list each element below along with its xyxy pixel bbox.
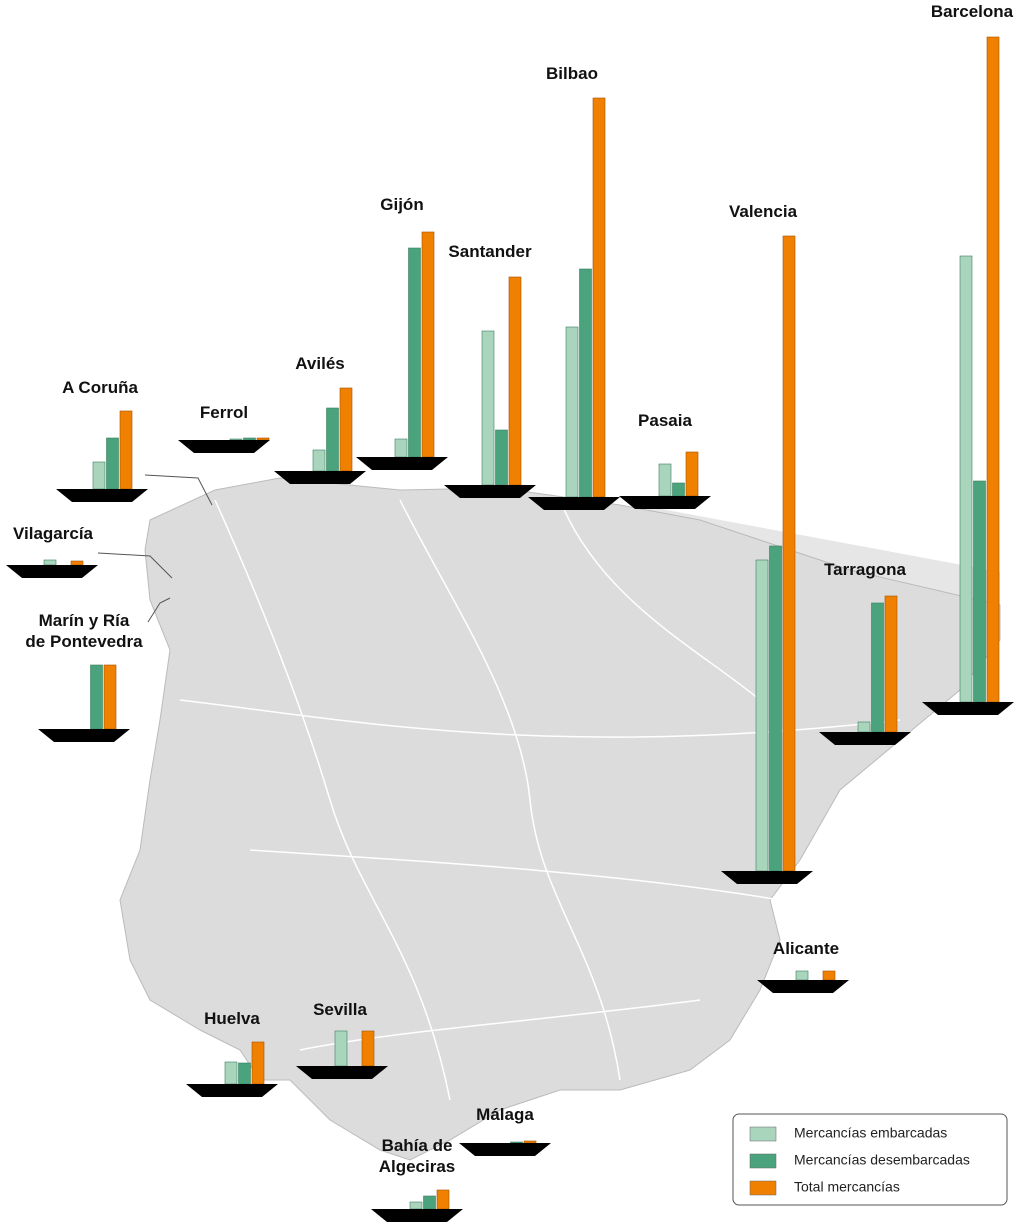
bar [884, 595, 898, 733]
bar [251, 1041, 265, 1085]
bar [508, 276, 522, 486]
port-label: de Pontevedra [25, 632, 143, 651]
bar [685, 451, 699, 497]
port-label: A Coruña [62, 378, 138, 397]
boat [757, 980, 849, 993]
bar [334, 1030, 348, 1067]
port-label: Gijón [380, 195, 423, 214]
bar [106, 437, 119, 490]
boat [178, 440, 270, 453]
port-label: Valencia [729, 202, 798, 221]
bar [769, 545, 782, 872]
bar [795, 970, 809, 981]
bar [423, 1195, 436, 1210]
port-label: Sevilla [313, 1000, 367, 1019]
boat [6, 565, 98, 578]
legend-swatch [749, 1153, 777, 1169]
bar [782, 235, 796, 872]
boat [296, 1066, 388, 1079]
port-label: Barcelona [931, 2, 1014, 21]
boat [528, 497, 620, 510]
boat [819, 732, 911, 745]
legend-label: Mercancías desembarcadas [794, 1152, 970, 1168]
legend-label: Total mercancías [794, 1179, 900, 1195]
bar [326, 407, 339, 472]
bar [565, 326, 579, 498]
port-label: Vilagarcía [13, 524, 94, 543]
bar [409, 1201, 423, 1210]
boat [56, 489, 148, 502]
legend-swatch [749, 1180, 777, 1196]
bar [495, 429, 508, 486]
bar [256, 437, 270, 441]
bar [361, 1030, 375, 1067]
port-label: Málaga [476, 1105, 534, 1124]
bar [857, 721, 871, 733]
bar [973, 480, 986, 703]
bar [394, 438, 408, 458]
bar [119, 410, 133, 490]
port-label: Huelva [204, 1009, 260, 1028]
bar [822, 970, 836, 981]
bar [224, 1061, 238, 1085]
boat [444, 485, 536, 498]
bar [523, 1140, 537, 1144]
legend-swatch [749, 1126, 777, 1142]
bar [90, 664, 103, 730]
legend-label: Mercancías embarcadas [794, 1125, 947, 1141]
leader-lines [97, 474, 213, 623]
legend-box [732, 1113, 1008, 1206]
boat [922, 702, 1014, 715]
boat [371, 1209, 463, 1222]
bar [592, 97, 606, 498]
bar [229, 438, 243, 441]
bar [103, 664, 117, 730]
port-label: Marín y Ría [39, 611, 130, 630]
bar [481, 330, 495, 486]
port-label: Algeciras [379, 1157, 456, 1176]
bar [871, 602, 884, 733]
boat [38, 729, 130, 742]
bar [408, 247, 421, 458]
boat [356, 457, 448, 470]
bar [92, 461, 106, 490]
bar [238, 1062, 251, 1085]
port-label: Santander [448, 242, 532, 261]
port-label: Bilbao [546, 64, 598, 83]
bar [510, 1141, 523, 1144]
bar [243, 437, 256, 441]
port-label: Ferrol [200, 403, 248, 422]
bar [755, 559, 769, 872]
boat [459, 1143, 551, 1156]
boat [274, 471, 366, 484]
bar [436, 1189, 450, 1210]
port-label: Bahía de [382, 1136, 453, 1155]
bar [312, 449, 326, 472]
bar [986, 36, 1000, 703]
bar [579, 268, 592, 498]
bar [421, 231, 435, 458]
port-label: Avilés [295, 354, 344, 373]
boat [721, 871, 813, 884]
port-label: Alicante [773, 939, 839, 958]
bar [339, 387, 353, 472]
port-label: Tarragona [824, 560, 906, 579]
bar [959, 255, 973, 703]
bar [672, 482, 685, 497]
port-label: Pasaia [638, 411, 692, 430]
bar [70, 560, 84, 566]
boat [619, 496, 711, 509]
bar [43, 559, 57, 566]
boat [186, 1084, 278, 1097]
bar [658, 463, 672, 497]
